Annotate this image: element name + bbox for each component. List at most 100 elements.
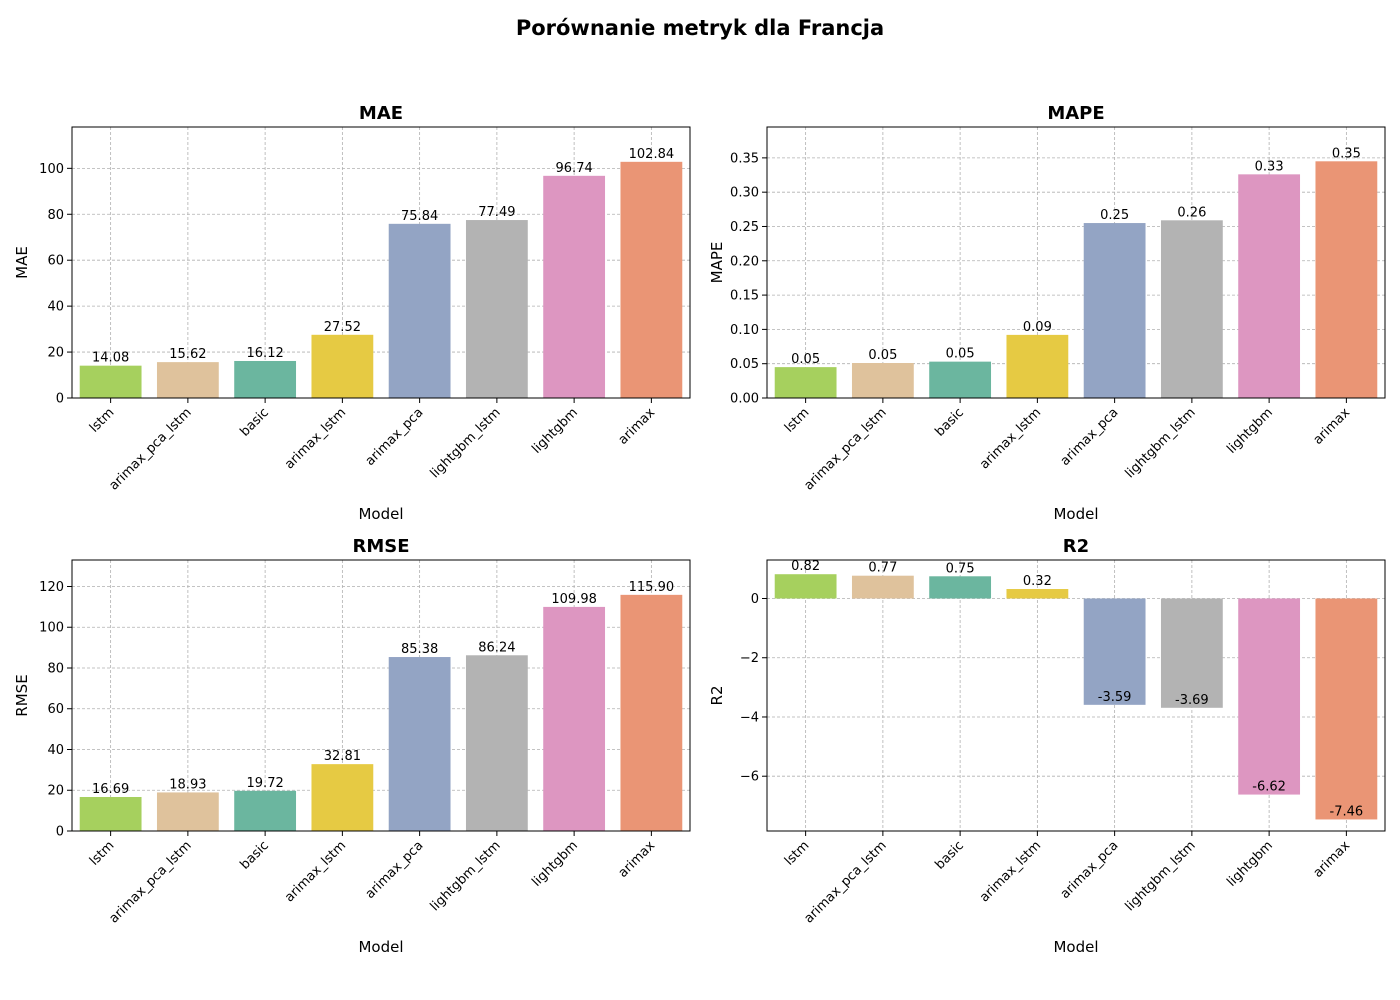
mae-xtick-label: arimax_pca <box>363 405 427 469</box>
mape-ytick-label: 0.30 <box>730 186 759 201</box>
mae-xtick-label: basic <box>237 405 271 439</box>
r2-bar-arimax_pca <box>1083 598 1146 705</box>
mape-xtick-label: lightgbm <box>1224 405 1276 457</box>
r2-bar-arimax_pca_lstm <box>851 575 914 599</box>
mae-xtick-label: lightgbm_lstm <box>428 405 504 481</box>
mape-ytick-label: 0.35 <box>730 151 759 166</box>
rmse-ytick-label: 40 <box>47 743 64 758</box>
mape-bar-arimax_pca_lstm <box>851 363 914 398</box>
r2-value-label: -3.69 <box>1175 693 1209 708</box>
rmse-bar-lightgbm <box>543 606 606 831</box>
mae-axes-frame <box>71 126 691 399</box>
mae-bar-arimax_lstm <box>311 334 374 398</box>
mae-xtick-label: arimax_lstm <box>282 405 349 472</box>
r2-ylabel: R2 <box>708 686 726 706</box>
mae-value-label: 77.49 <box>478 205 515 220</box>
mae-ytick-label: 100 <box>39 162 64 177</box>
mape-value-label: 0.33 <box>1255 159 1284 174</box>
mae-value-label: 75.84 <box>401 209 438 224</box>
mape-chart: 0.05 0.05 0.05 0.09 0.25 0.26 0.33 0.35 0.00 0.05… <box>708 103 1386 523</box>
mape-xtick-label: arimax <box>1311 405 1354 448</box>
r2-ytick-label: 0 <box>751 592 759 607</box>
r2-bar-arimax <box>1315 598 1378 820</box>
rmse-bar-arimax <box>620 594 683 831</box>
rmse-xtick-label: lightgbm_lstm <box>428 838 504 914</box>
mape-value-label: 0.05 <box>791 352 820 367</box>
mape-bar-arimax_lstm <box>1006 334 1069 398</box>
r2-bar-lightgbm_lstm <box>1160 598 1223 708</box>
mape-bar-lstm <box>774 367 837 398</box>
mae-ytick-label: 40 <box>47 300 64 315</box>
rmse-xtick-label: basic <box>237 838 271 872</box>
r2-bar-basic <box>929 576 992 599</box>
rmse-value-label: 86.24 <box>478 640 515 655</box>
r2-xtick-label: arimax_lstm <box>977 838 1044 905</box>
mae-bar-lstm <box>79 365 142 398</box>
rmse-xlabel: Model <box>358 938 403 956</box>
r2-xtick-label: lightgbm_lstm <box>1123 838 1199 914</box>
mape-ytick-label: 0.00 <box>730 392 759 407</box>
mae-xtick-label: lightgbm <box>529 405 581 457</box>
r2-ytick-label: −4 <box>740 710 759 725</box>
rmse-bar-basic <box>234 790 297 831</box>
rmse-axes-frame <box>71 559 691 832</box>
mae-bar-arimax_pca_lstm <box>156 362 219 398</box>
mape-value-label: 0.35 <box>1332 146 1361 161</box>
rmse-xtick-label: lightgbm <box>529 838 581 890</box>
mae-bar-lightgbm <box>543 175 606 398</box>
mae-ytick-label: 80 <box>47 208 64 223</box>
r2-value-label: 0.77 <box>868 561 897 576</box>
r2-xtick-label: arimax_pca_lstm <box>801 838 889 926</box>
rmse-value-label: 109.98 <box>551 592 597 607</box>
rmse-bar-lightgbm_lstm <box>465 655 528 831</box>
rmse-value-label: 32.81 <box>324 749 361 764</box>
rmse-ytick-label: 20 <box>47 784 64 799</box>
rmse-value-label: 16.69 <box>92 782 129 797</box>
mape-ytick-label: 0.20 <box>730 254 759 269</box>
rmse-ylabel: RMSE <box>13 674 31 716</box>
r2-value-label: 0.75 <box>946 561 975 576</box>
rmse-xtick-label: arimax_lstm <box>282 838 349 905</box>
mape-bar-lightgbm <box>1238 174 1301 398</box>
mae-ytick-label: 0 <box>56 392 64 407</box>
mape-ytick-label: 0.10 <box>730 323 759 338</box>
r2-xlabel: Model <box>1053 938 1098 956</box>
r2-bar-lightgbm <box>1238 598 1301 795</box>
rmse-ytick-label: 120 <box>39 580 64 595</box>
rmse-ytick-label: 80 <box>47 661 64 676</box>
r2-bar-arimax_lstm <box>1006 589 1069 599</box>
mape-xtick-label: arimax_lstm <box>977 405 1044 472</box>
mae-value-label: 96.74 <box>556 161 593 176</box>
mae-chart: 14.08 15.62 16.12 27.52 75.84 77.49 96.74 102.8… <box>13 103 691 523</box>
r2-xtick-label: basic <box>932 838 966 872</box>
rmse-xtick-label: arimax_pca_lstm <box>106 838 194 926</box>
mape-value-label: 0.26 <box>1177 205 1206 220</box>
mae-xlabel: Model <box>358 505 403 523</box>
mae-xtick-label: arimax <box>616 405 659 448</box>
mape-xtick-label: basic <box>932 405 966 439</box>
mape-bar-lightgbm_lstm <box>1160 220 1223 398</box>
rmse-value-label: 19.72 <box>247 776 284 791</box>
mape-ytick-label: 0.05 <box>730 357 759 372</box>
mae-ylabel: MAE <box>13 246 31 279</box>
r2-xtick-label: lstm <box>782 838 813 869</box>
mae-value-label: 14.08 <box>92 351 129 366</box>
mae-bar-lightgbm_lstm <box>465 220 528 398</box>
mape-xlabel: Model <box>1053 505 1098 523</box>
mape-value-label: 0.05 <box>868 348 897 363</box>
r2-value-label: -6.62 <box>1252 780 1286 795</box>
mape-xtick-label: lstm <box>782 405 813 436</box>
mae-bar-arimax <box>620 161 683 398</box>
mape-ytick-label: 0.15 <box>730 289 759 304</box>
mape-value-label: 0.25 <box>1100 208 1129 223</box>
r2-ytick-label: −2 <box>740 651 759 666</box>
mae-value-label: 102.84 <box>629 147 675 162</box>
r2-chart: 0.82 0.77 0.75 0.32 -3.59 -3.69 -6.62 -7.46 −6 −4… <box>708 536 1386 956</box>
mae-ytick-label: 60 <box>47 254 64 269</box>
rmse-ytick-label: 100 <box>39 621 64 636</box>
rmse-value-label: 115.90 <box>629 580 675 595</box>
r2-bar-lstm <box>774 574 837 599</box>
r2-axes-frame <box>766 559 1386 832</box>
mape-xtick-label: arimax_pca_lstm <box>801 405 889 493</box>
mape-title: MAPE <box>1047 103 1104 124</box>
